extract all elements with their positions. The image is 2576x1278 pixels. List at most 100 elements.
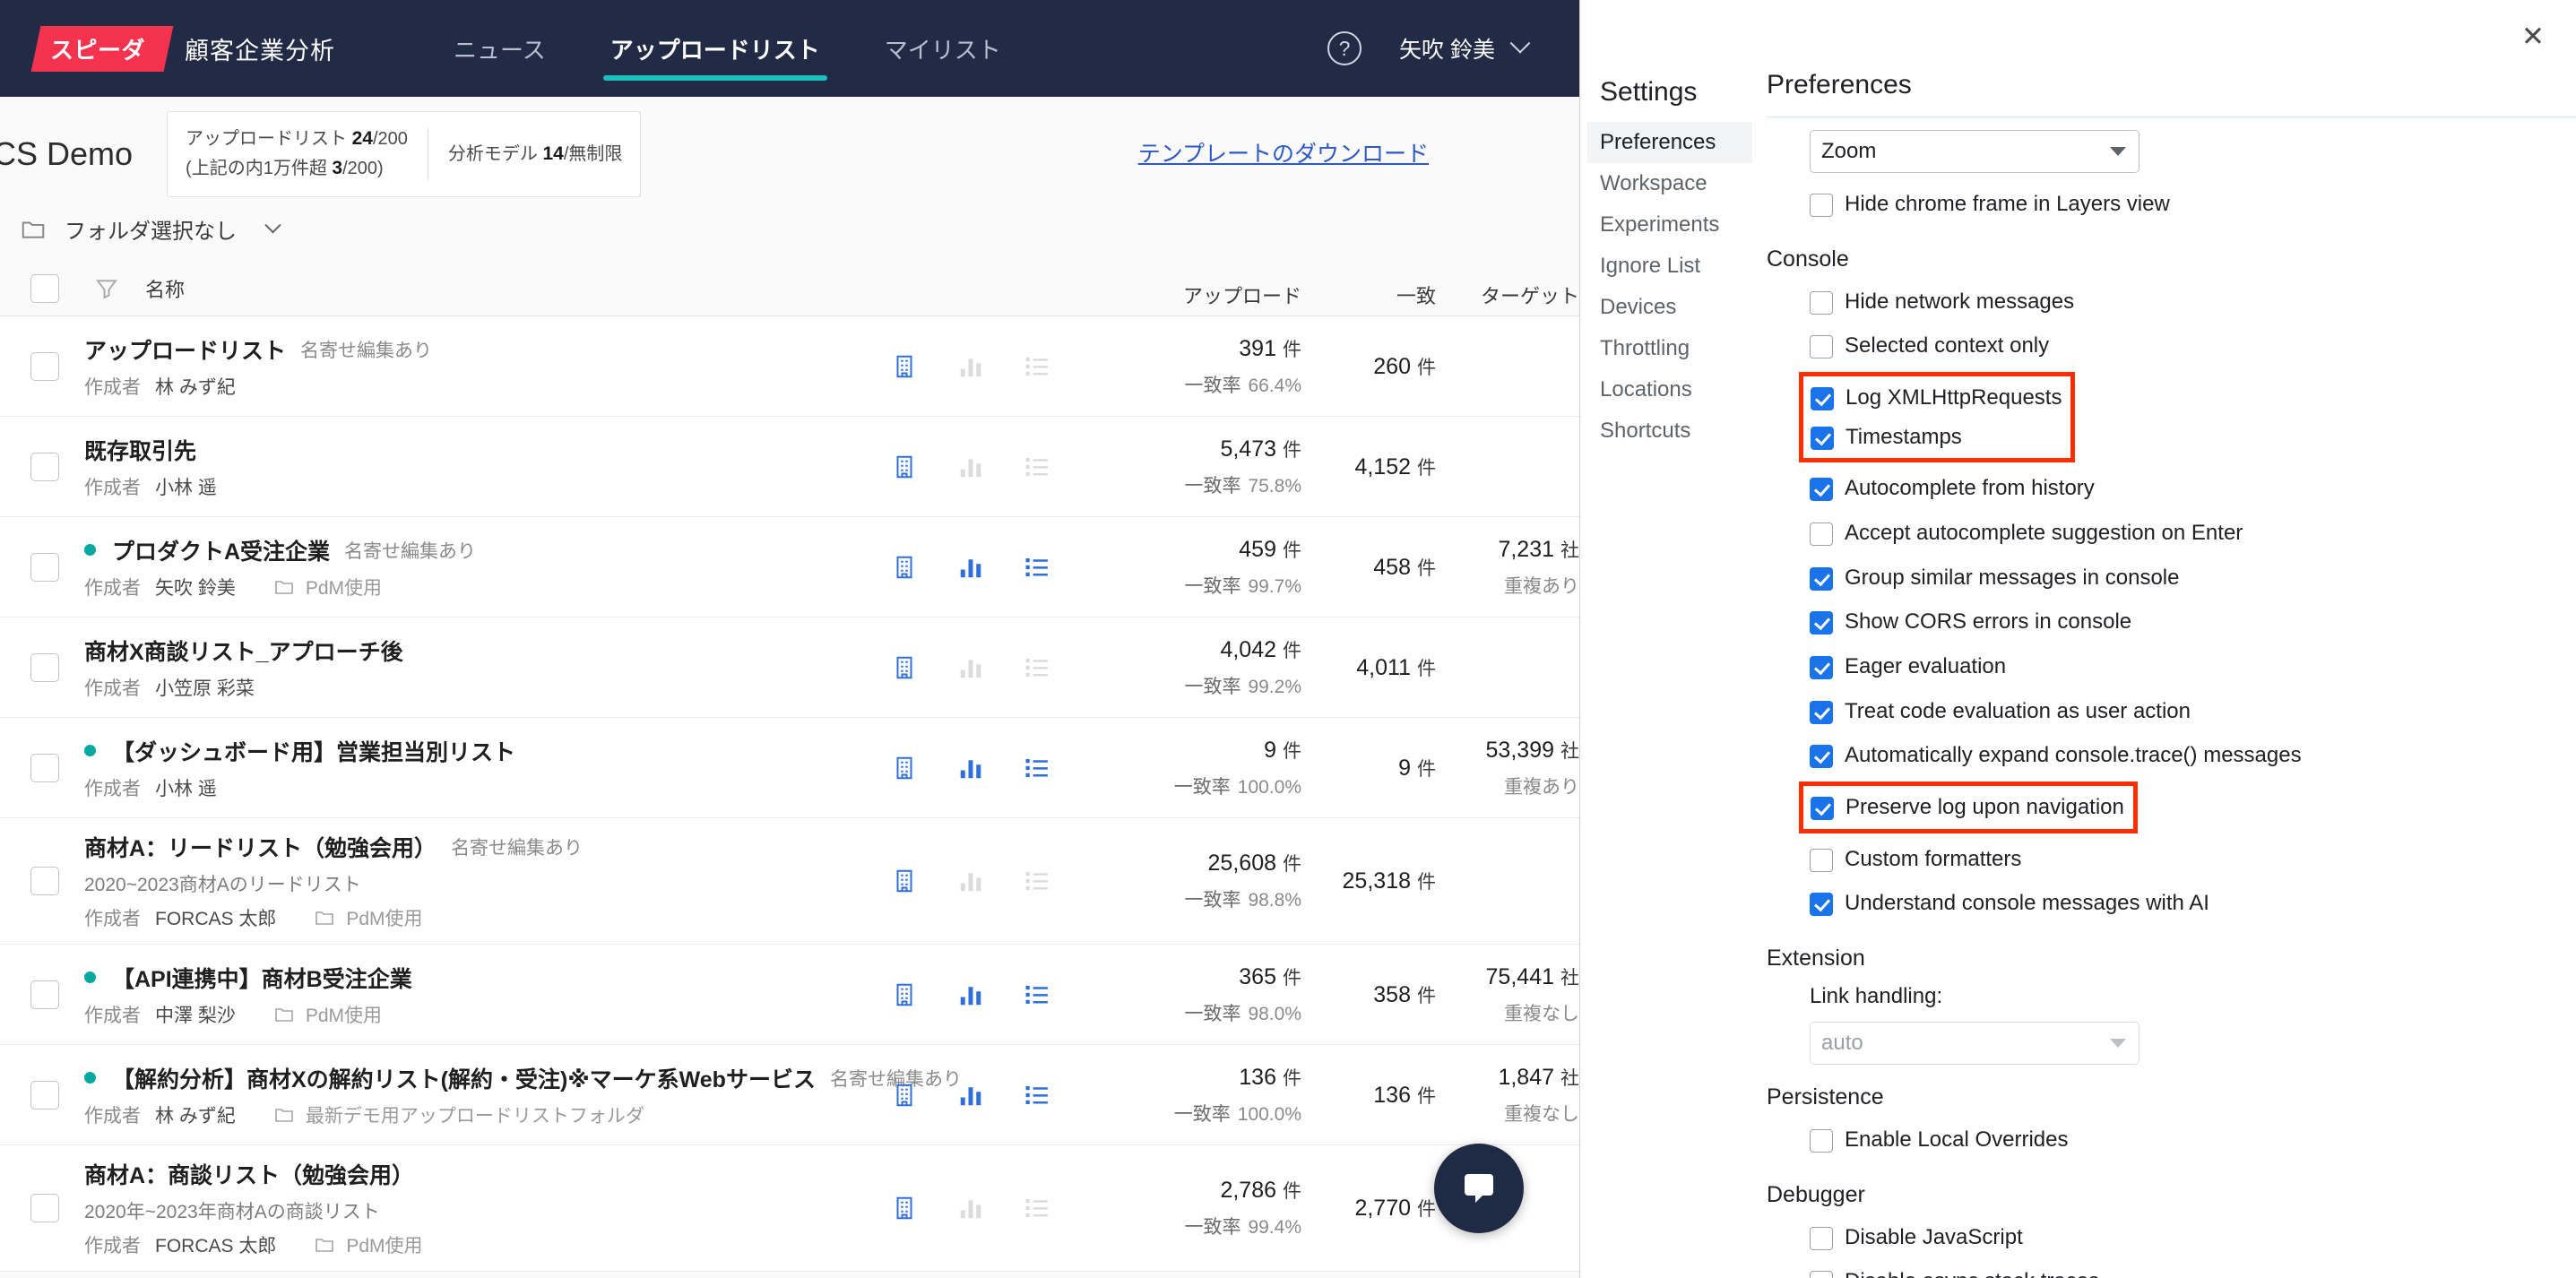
- link-handling-select[interactable]: auto: [1810, 1022, 2139, 1066]
- row-title[interactable]: プロダクトA受注企業: [112, 539, 331, 565]
- checkbox-treat-code-evaluation-as-user-action[interactable]: Treat code evaluation as user action: [1810, 689, 2576, 734]
- bar-chart-icon[interactable]: [957, 755, 984, 781]
- row-title[interactable]: 商材A：商談リスト（勉強会用）: [84, 1163, 415, 1188]
- intercom-chat-button[interactable]: [1434, 1144, 1524, 1233]
- bar-chart-icon[interactable]: [957, 654, 984, 681]
- row-title[interactable]: 【API連携中】商材B受注企業: [112, 966, 412, 992]
- row-title[interactable]: 商材A：リードリスト（勉強会用）: [84, 836, 437, 861]
- list-icon[interactable]: [1024, 868, 1050, 894]
- row-title[interactable]: 商材X商談リスト_アプローチ後: [84, 639, 403, 665]
- checkbox-selected-context-only[interactable]: Selected context only: [1810, 324, 2576, 368]
- checkbox-box[interactable]: [1810, 335, 1833, 359]
- checkbox-hide-network-messages[interactable]: Hide network messages: [1810, 280, 2576, 324]
- list-icon[interactable]: [1024, 353, 1050, 380]
- checkbox-box[interactable]: [1810, 848, 1833, 872]
- user-menu[interactable]: 矢吹 鈴美: [1399, 32, 1531, 65]
- checkbox-box[interactable]: [1810, 655, 1833, 679]
- building-icon[interactable]: [891, 755, 918, 781]
- sidebar-item-workspace[interactable]: Workspace: [1600, 171, 1707, 195]
- help-icon[interactable]: ?: [1327, 31, 1362, 65]
- filter-icon[interactable]: [93, 275, 120, 302]
- checkbox-box[interactable]: [1810, 700, 1833, 724]
- checkbox-custom-formatters[interactable]: Custom formatters: [1810, 837, 2576, 882]
- row-checkbox[interactable]: [30, 1080, 59, 1110]
- sidebar-item-throttling[interactable]: Throttling: [1600, 336, 1690, 360]
- bar-chart-icon[interactable]: [957, 868, 984, 894]
- checkbox-box[interactable]: [1810, 1226, 1833, 1250]
- row-title[interactable]: 既存取引先: [84, 438, 197, 464]
- sidebar-item-locations[interactable]: Locations: [1600, 377, 1692, 402]
- checkbox-box[interactable]: [1810, 611, 1833, 635]
- tab-upload-list[interactable]: アップロードリスト: [578, 0, 852, 97]
- checkbox-hide-chrome-frame[interactable]: Hide chrome frame in Layers view: [1810, 182, 2576, 227]
- checkbox-show-cors-errors-in-console[interactable]: Show CORS errors in console: [1810, 600, 2576, 644]
- building-icon[interactable]: [891, 1195, 918, 1222]
- row-title[interactable]: 【ダッシュボード用】営業担当別リスト: [112, 739, 516, 765]
- row-checkbox[interactable]: [30, 452, 59, 481]
- row-checkbox[interactable]: [30, 867, 59, 895]
- sidebar-item-devices[interactable]: Devices: [1600, 295, 1677, 319]
- table-row[interactable]: アップロードリスト 名寄せ編集あり 作成者 林 みず紀: [0, 316, 1579, 417]
- list-icon[interactable]: [1024, 1082, 1050, 1109]
- checkbox-enable-local-overrides[interactable]: Enable Local Overrides: [1810, 1118, 2576, 1162]
- checkbox-eager-evaluation[interactable]: Eager evaluation: [1810, 644, 2576, 689]
- table-row[interactable]: 【ダッシュボード用】営業担当別リスト 作成者 小林 遥: [0, 718, 1579, 818]
- row-checkbox[interactable]: [30, 351, 59, 381]
- row-checkbox[interactable]: [30, 980, 59, 1009]
- checkbox-box[interactable]: [1810, 566, 1833, 591]
- checkbox-accept-autocomplete-suggestion-on-enter[interactable]: Accept autocomplete suggestion on Enter: [1810, 511, 2576, 556]
- bar-chart-icon[interactable]: [957, 1082, 984, 1109]
- checkbox-timestamps[interactable]: Timestamps: [1811, 418, 2062, 457]
- table-row[interactable]: 既存取引先 作成者 小林 遥: [0, 417, 1579, 517]
- row-checkbox[interactable]: [30, 1194, 59, 1222]
- building-icon[interactable]: [891, 554, 918, 581]
- checkbox-box[interactable]: [1810, 193, 1833, 217]
- table-row[interactable]: 商材X商談リスト_アプローチ後 作成者 小笠原 彩菜: [0, 617, 1579, 718]
- sidebar-item-shortcuts[interactable]: Shortcuts: [1600, 419, 1691, 443]
- close-icon[interactable]: ✕: [2521, 20, 2545, 52]
- select-all-checkbox[interactable]: [30, 273, 59, 303]
- tab-my-list[interactable]: マイリスト: [884, 36, 1001, 64]
- bar-chart-icon[interactable]: [957, 353, 984, 380]
- sidebar-item-experiments[interactable]: Experiments: [1600, 212, 1720, 237]
- table-row[interactable]: 【API連携中】商材B受注企業 作成者 中澤 梨沙 PdM使用: [0, 945, 1579, 1045]
- checkbox-group-similar-messages-in-console[interactable]: Group similar messages in console: [1810, 556, 2576, 600]
- row-checkbox[interactable]: [30, 652, 59, 682]
- checkbox-box[interactable]: [1811, 426, 1834, 450]
- row-title[interactable]: 【解約分析】商材Xの解約リスト(解約・受注)※マーケ系Webサービス: [112, 1066, 816, 1092]
- checkbox-preserve-log-upon-navigation[interactable]: Preserve log upon navigation: [1811, 788, 2124, 827]
- checkbox-understand-console-messages-with-ai[interactable]: Understand console messages with AI: [1810, 881, 2576, 926]
- tab-news[interactable]: ニュース: [454, 36, 546, 64]
- building-icon[interactable]: [891, 654, 918, 681]
- checkbox-box[interactable]: [1810, 1129, 1833, 1153]
- list-icon[interactable]: [1024, 453, 1050, 480]
- checkbox-disable-async-stack-traces[interactable]: Disable async stack traces: [1810, 1259, 2576, 1278]
- template-download-link[interactable]: テンプレートのダウンロード: [1137, 142, 1429, 167]
- row-checkbox[interactable]: [30, 552, 59, 582]
- checkbox-box[interactable]: [1810, 290, 1833, 315]
- checkbox-box[interactable]: [1810, 893, 1833, 917]
- list-icon[interactable]: [1024, 755, 1050, 781]
- bar-chart-icon[interactable]: [957, 981, 984, 1008]
- checkbox-log-xmlhttprequests[interactable]: Log XMLHttpRequests: [1811, 378, 2062, 418]
- table-row[interactable]: 商材A：リードリスト（勉強会用） 名寄せ編集あり 2020~2023商材Aのリー…: [0, 818, 1579, 945]
- bar-chart-icon[interactable]: [957, 1195, 984, 1222]
- sidebar-item-ignore-list[interactable]: Ignore List: [1600, 254, 1701, 278]
- checkbox-box[interactable]: [1810, 478, 1833, 502]
- row-title[interactable]: アップロードリスト: [84, 338, 287, 364]
- building-icon[interactable]: [891, 981, 918, 1008]
- list-icon[interactable]: [1024, 1195, 1050, 1222]
- building-icon[interactable]: [891, 1082, 918, 1109]
- checkbox-box[interactable]: [1810, 522, 1833, 546]
- building-icon[interactable]: [891, 868, 918, 894]
- table-row[interactable]: 【解約分析】商材Xの解約リスト(解約・受注)※マーケ系Webサービス 名寄せ編集…: [0, 1045, 1579, 1145]
- bar-chart-icon[interactable]: [957, 453, 984, 480]
- checkbox-automatically-expand-console-trace-messages[interactable]: Automatically expand console.trace() mes…: [1810, 733, 2576, 778]
- checkbox-box[interactable]: [1810, 745, 1833, 769]
- list-icon[interactable]: [1024, 981, 1050, 1008]
- row-checkbox[interactable]: [30, 753, 59, 782]
- checkbox-disable-javascript[interactable]: Disable JavaScript: [1810, 1215, 2576, 1260]
- building-icon[interactable]: [891, 353, 918, 380]
- building-icon[interactable]: [891, 453, 918, 480]
- table-row[interactable]: プロダクトA受注企業 名寄せ編集あり 作成者 矢吹 鈴美 PdM使用: [0, 517, 1579, 617]
